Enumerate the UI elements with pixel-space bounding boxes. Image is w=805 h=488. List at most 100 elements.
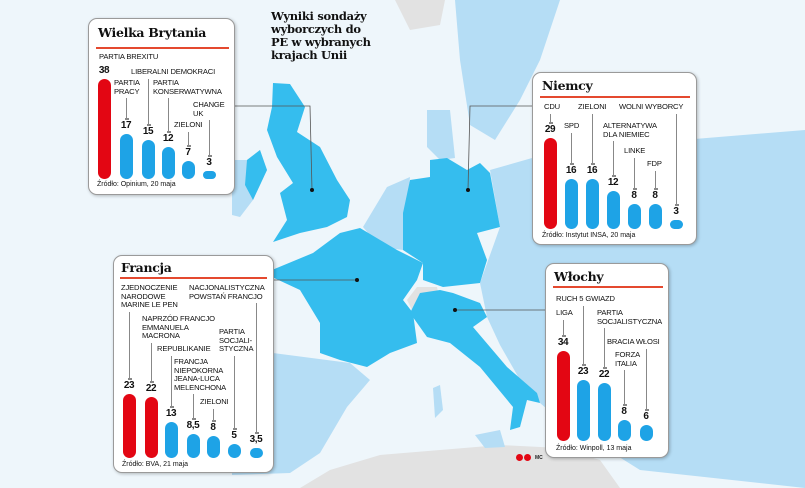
leader-line [207, 120, 212, 157]
category-label: PARTIA KONSERWATYWNA [153, 78, 222, 96]
bar [161, 147, 175, 179]
bar [119, 134, 133, 179]
bar [249, 448, 263, 458]
category-label: NAPRZÓD FRANCJO EMMANUELA MACRONA [142, 314, 215, 341]
source-note: Źródło: Winpoll, 13 maja [556, 445, 632, 452]
category-label: SPD [564, 121, 580, 130]
leader-line [211, 408, 216, 423]
value-label: 7 [185, 146, 191, 158]
benelux [363, 177, 410, 250]
category-label: CHANGE UK [193, 100, 225, 118]
bar [141, 139, 155, 179]
leader-line [254, 303, 259, 435]
logo-text: MC [535, 454, 543, 461]
category-label: PARTIA BREXITU [99, 52, 159, 61]
category-label: PARTIA SOCJALI- STYCZNA [219, 327, 254, 354]
value-label: 16 [586, 164, 598, 176]
value-label: 12 [162, 133, 174, 145]
category-label: PARTIA SOCJALISTYCZNA [597, 308, 662, 326]
title-underline [540, 96, 690, 98]
source-note: Źródło: Instytut INSA, 20 maja [542, 232, 636, 239]
leader-line [166, 98, 171, 134]
title-underline [120, 277, 267, 279]
leader-line [191, 394, 196, 421]
category-label: ZIELONI [200, 397, 229, 406]
source-note: Źródło: BVA, 21 maja [122, 461, 189, 468]
panel-title: Włochy [554, 269, 604, 284]
category-label: LINKE [624, 146, 646, 155]
category-label: LIBERALNI DEMOKRACI [131, 67, 216, 76]
bar [639, 425, 653, 441]
value-label: 34 [557, 336, 569, 348]
leader-line [232, 355, 237, 431]
value-label: 3 [206, 157, 212, 168]
page-title: Wyniki sondaży wyborczych do PE w wybran… [271, 9, 371, 62]
category-label: REPUBLIKANIE [157, 344, 211, 353]
value-label: 8 [631, 189, 637, 201]
value-label: 3 [673, 205, 679, 217]
bar [164, 421, 178, 458]
it-dot [453, 308, 457, 312]
leader-line [169, 355, 174, 409]
bar [186, 434, 200, 458]
fr-dot [355, 278, 359, 282]
bar [227, 444, 241, 458]
ireland-hl [245, 150, 267, 200]
category-label: FDP [647, 159, 662, 168]
category-label: PARTIA PRACY [114, 78, 140, 96]
logo-circle-icon [524, 454, 531, 461]
category-label: NACJONALISTYCZNA POWSTAŃ FRANCJO [189, 283, 265, 301]
value-label: 13 [165, 407, 177, 419]
value-label: 22 [145, 383, 157, 395]
bar [206, 435, 220, 458]
bar [202, 171, 216, 179]
bar [564, 178, 578, 229]
leader-line [146, 78, 151, 126]
leader-line [186, 131, 191, 147]
italy [410, 290, 540, 430]
africa [300, 445, 620, 488]
bar [144, 397, 158, 458]
norway-top [395, 0, 445, 30]
value-label: 17 [120, 120, 132, 132]
leader-line [124, 98, 129, 121]
bar [97, 79, 111, 179]
category-label: LIGA [556, 308, 573, 317]
category-label: RUCH 5 GWIAZD [556, 294, 615, 303]
uk-dot [310, 188, 314, 192]
bar [543, 137, 557, 229]
bar [606, 191, 620, 229]
bar [576, 380, 590, 441]
category-label: FRANCJA NIEPOKORNA JEANA-LUCA MELENCHONA [174, 357, 227, 392]
bar [122, 394, 136, 458]
category-label: ZJEDNOCZENIE NARODOWE MARINE LE PEN [121, 283, 178, 310]
de-panel: Niemcy Źródło: Instytut INSA, 20 maja 29 CD… [532, 72, 697, 245]
fr-panel: Francja Źródło: BVA, 21 maja 23 ZJEDNOCZENI… [113, 255, 274, 473]
leader-line [548, 113, 553, 124]
value-label: 8 [652, 189, 658, 201]
value-label: 8 [210, 421, 216, 433]
leader-line [602, 328, 607, 369]
denmark [427, 110, 455, 160]
value-label: 5 [231, 430, 237, 442]
value-label: 22 [598, 368, 610, 380]
de-dot [466, 188, 470, 192]
panel-title: Wielka Brytania [98, 25, 207, 40]
panel-title: Niemcy [542, 78, 593, 93]
it-panel: Włochy Źródło: Winpoll, 13 maja 34 LIGA 23 RU… [545, 263, 669, 458]
leader-line [674, 113, 679, 206]
title-underline [96, 47, 229, 49]
bar [617, 419, 631, 441]
bar [181, 160, 195, 179]
panel-title: Francja [121, 260, 172, 275]
uk-connector [233, 105, 313, 191]
value-label: 8 [621, 405, 627, 417]
leader-line [590, 113, 595, 165]
category-label: ZIELONI [578, 102, 607, 111]
value-label: 23 [577, 366, 589, 378]
value-label: 8,5 [186, 420, 200, 432]
value-label: 23 [123, 380, 135, 392]
leader-line [149, 342, 154, 384]
value-label: 15 [142, 125, 154, 137]
logo-circle-icon [516, 454, 523, 461]
